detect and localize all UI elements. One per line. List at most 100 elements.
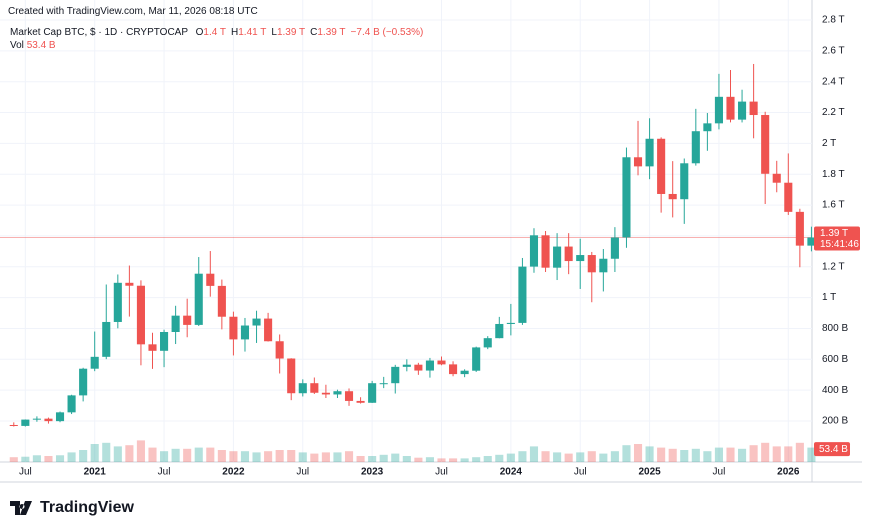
candle-body — [287, 358, 296, 394]
candle-body — [425, 360, 434, 371]
candle-body — [784, 182, 793, 212]
volume-bar — [9, 457, 18, 462]
volume-bar — [529, 446, 539, 462]
volume-bar — [55, 455, 65, 462]
ohlc-value: 1.41 T — [238, 27, 267, 38]
candle-body — [576, 255, 585, 262]
ohlc-key: O — [195, 27, 204, 38]
ohlc-key: L — [271, 27, 277, 38]
brand-logo: TradingView — [10, 499, 134, 517]
volume-bar — [807, 447, 816, 462]
candle-body — [171, 315, 180, 332]
volume-bar — [738, 448, 747, 462]
candle-body — [21, 419, 30, 426]
x-tick-label: Jul — [574, 467, 587, 478]
ohlc-value: 1.39 T — [317, 27, 346, 38]
volume-bar — [136, 440, 145, 462]
candle-body — [344, 391, 354, 401]
volume-bar — [90, 444, 99, 462]
volume-bar — [21, 456, 30, 462]
volume-bar — [333, 452, 342, 462]
candle-body — [206, 273, 215, 286]
candle-body — [483, 338, 492, 348]
candle-body — [148, 344, 157, 351]
volume-bar — [437, 458, 446, 462]
candle-body — [703, 123, 712, 132]
volume-bar — [541, 451, 550, 462]
candle-body — [610, 237, 619, 259]
candle-body — [506, 322, 515, 324]
candle-body — [252, 318, 261, 326]
x-tick-label: Jul — [435, 467, 448, 478]
volume-bar — [275, 450, 284, 462]
candle-body — [668, 193, 677, 200]
volume-bar — [79, 450, 88, 462]
volume-bar — [264, 451, 273, 462]
volume-bar — [206, 447, 215, 462]
candle-body — [564, 246, 573, 262]
volume-bar — [460, 458, 469, 462]
y-tick-label: 1.2 T — [822, 261, 845, 272]
candle-body — [622, 157, 631, 238]
volume-bar — [703, 451, 712, 462]
brand-icon — [10, 501, 32, 515]
volume-legend: Vol 53.4 B — [10, 40, 56, 51]
volume-bar — [356, 456, 365, 462]
volume-bar — [726, 447, 735, 462]
volume-bar — [610, 451, 619, 462]
candle-body — [44, 418, 53, 422]
candle-body — [217, 285, 226, 317]
volume-bar — [749, 445, 758, 462]
ohlc-value: 1.4 T — [203, 27, 226, 38]
volume-bar — [102, 442, 111, 462]
volume-bar — [714, 447, 723, 462]
volume-bar — [680, 450, 689, 462]
y-tick-label: 1.6 T — [822, 200, 845, 211]
x-tick-label: 2023 — [361, 467, 384, 478]
brand-name: TradingView — [40, 499, 134, 516]
volume-bar — [194, 447, 203, 462]
ohlc-key: C — [310, 27, 318, 38]
candle-body — [691, 131, 700, 164]
candle-body — [9, 424, 18, 426]
candle-body — [495, 323, 504, 339]
candle-body — [402, 364, 411, 367]
candle-body — [772, 173, 781, 183]
volume-bar — [472, 457, 481, 462]
volume-bar — [44, 456, 53, 462]
plot-area — [0, 0, 812, 462]
y-tick-label: 2.2 T — [822, 107, 845, 118]
volume-bar — [587, 451, 596, 462]
x-tick-label: 2026 — [777, 467, 800, 478]
watermark: Created with TradingView.com, Mar 11, 20… — [8, 6, 258, 17]
change: −7.4 B (−0.53%) — [350, 27, 424, 38]
volume-bar — [657, 447, 666, 462]
candle-body — [55, 412, 65, 422]
volume-bar — [32, 455, 41, 462]
candle-body — [356, 400, 365, 403]
volume-bar — [691, 448, 700, 462]
volume-bar — [298, 452, 307, 462]
volume-bar — [622, 445, 631, 462]
x-tick-label: 2022 — [222, 467, 245, 478]
volume-bar — [217, 450, 226, 462]
y-tick-label: 400 B — [822, 385, 848, 396]
volume-bar — [402, 456, 411, 462]
candle-body — [264, 318, 273, 342]
symbol: Market Cap BTC, $ · 1D · CRYPTOCAP — [10, 27, 188, 38]
legend: Market Cap BTC, $ · 1D · CRYPTOCAP O1.4 … — [10, 27, 423, 38]
volume-bar — [67, 452, 76, 462]
candle-body — [541, 235, 550, 268]
candle-body — [391, 366, 400, 384]
volume-bar — [252, 452, 261, 462]
candle-body — [633, 157, 643, 167]
candle-layer — [9, 63, 816, 427]
candle-body — [795, 211, 804, 246]
volume-bar — [483, 456, 492, 462]
volume-bar — [495, 454, 504, 462]
candle-body — [321, 392, 330, 395]
candle-body — [102, 321, 111, 357]
volume-bar — [379, 454, 388, 462]
candle-body — [645, 138, 654, 167]
candle-body — [125, 282, 134, 286]
